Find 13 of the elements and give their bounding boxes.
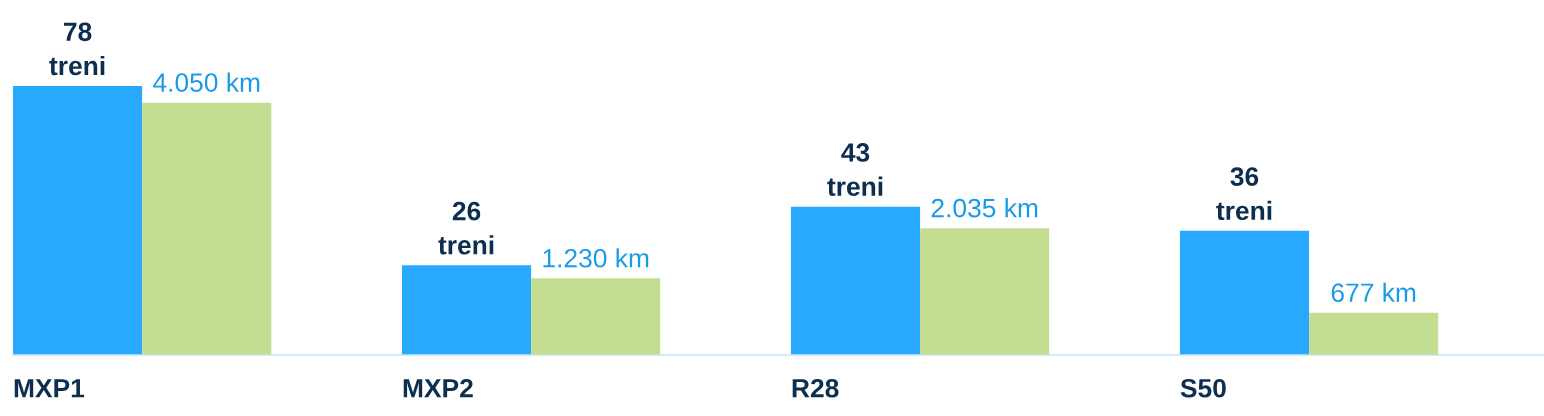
data-label: 2.035 km (931, 198, 1038, 218)
x-tick-label: MXP2 (403, 378, 473, 398)
data-label: 26 treni (438, 201, 494, 255)
x-tick-label: R28 (792, 378, 839, 398)
x-tick-label: MXP1 (14, 379, 85, 398)
data-label: 78 treni (49, 22, 105, 76)
data-label: 1.230 km (543, 248, 649, 268)
data-label: 36 treni (1216, 167, 1272, 221)
bar (1179, 230, 1310, 355)
x-tick-label: S50 (1180, 378, 1226, 398)
data-label: 4.050 km (153, 72, 260, 92)
data-label: 43 treni (827, 143, 883, 196)
data-label: 677 km (1331, 282, 1416, 303)
